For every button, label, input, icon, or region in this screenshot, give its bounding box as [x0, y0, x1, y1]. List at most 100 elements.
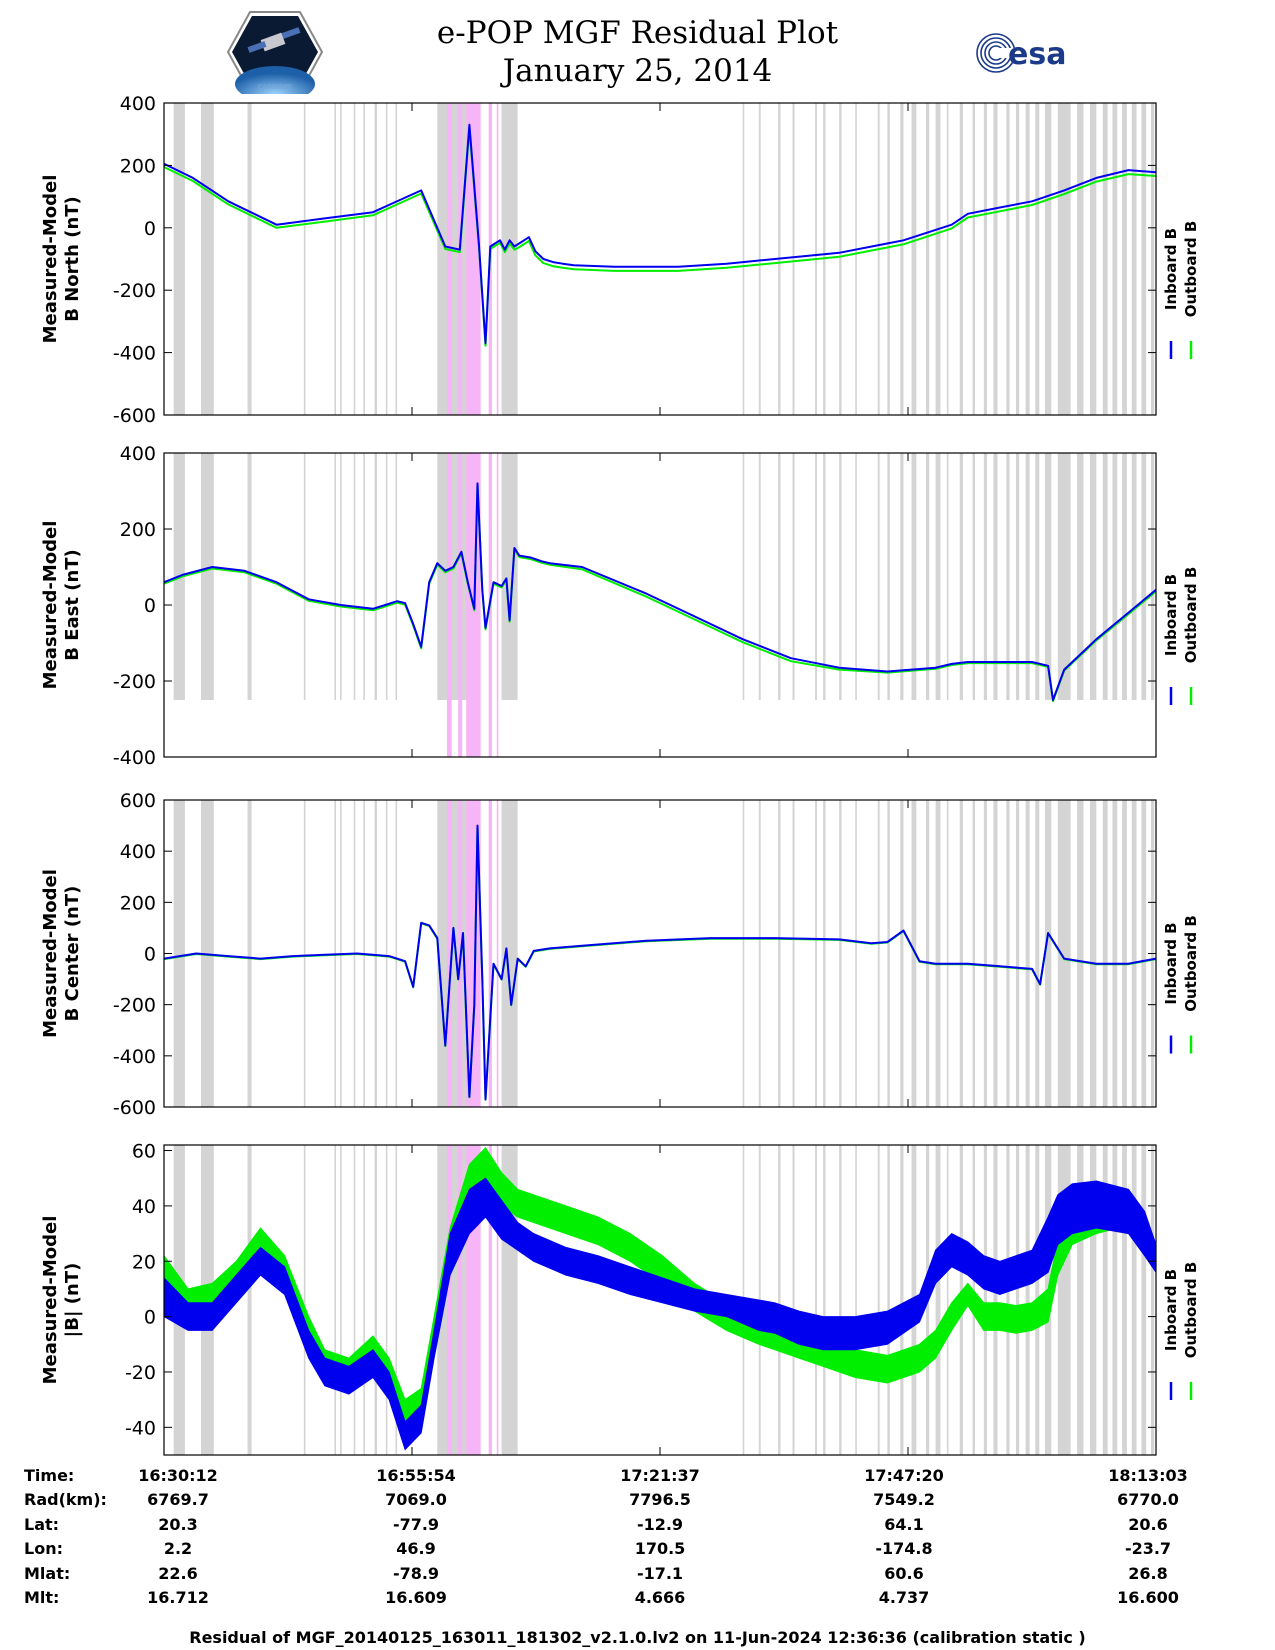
- y-tick-label-3-2: 200: [120, 892, 156, 914]
- cassiope-logo-text: CASSIOPE: [258, 83, 293, 91]
- series-inboard-b: [164, 1177, 1156, 1451]
- y-axis-label-1: Measured-ModelB North (nT): [40, 175, 83, 344]
- info-value-0-4: 22.6: [158, 1563, 198, 1583]
- gray-band-37: [1057, 453, 1071, 700]
- gray-band-13: [742, 453, 745, 700]
- gray-band-41: [1112, 103, 1118, 415]
- gray-band-23: [900, 103, 904, 415]
- gray-band-14: [758, 800, 761, 1107]
- gray-band-44: [1141, 103, 1147, 415]
- gray-band-21: [877, 800, 880, 1107]
- info-value-4-4: 26.8: [1128, 1563, 1168, 1583]
- gray-band-34: [1025, 800, 1030, 1107]
- gray-band-28: [959, 453, 963, 700]
- gray-band-35: [1035, 453, 1040, 700]
- info-value-2-3: 170.5: [634, 1539, 686, 1559]
- gray-band-9: [385, 1145, 388, 1455]
- info-value-4-2: 20.6: [1128, 1514, 1168, 1534]
- info-value-2-0: 17:21:37: [620, 1466, 700, 1485]
- gray-band-15: [778, 800, 781, 1107]
- gray-band-33: [1015, 800, 1020, 1107]
- gray-band-16: [792, 800, 795, 1107]
- gray-band-25: [925, 800, 930, 1107]
- gray-band-23: [900, 800, 904, 1107]
- gray-band-0: [173, 103, 185, 415]
- gray-band-15: [778, 1145, 781, 1455]
- gray-band-17: [815, 800, 817, 1107]
- gray-band-31: [993, 1145, 998, 1455]
- gray-band-15: [778, 453, 781, 700]
- y-tick-label-3-3: 0: [144, 944, 156, 966]
- gray-band-19: [839, 800, 842, 1107]
- gray-band-8: [374, 103, 377, 415]
- y-tick-label-4-0: 60: [132, 1141, 156, 1163]
- gray-band-24: [911, 103, 917, 415]
- gray-band-21: [877, 1145, 880, 1455]
- gray-band-25: [925, 453, 930, 700]
- gray-band-2: [247, 800, 252, 1107]
- info-value-2-4: -17.1: [636, 1563, 684, 1583]
- gray-band-27: [946, 1145, 949, 1455]
- gray-band-37: [1057, 103, 1071, 415]
- gray-band-8: [374, 1145, 377, 1455]
- legend-inboard-label-4: Inboard B: [1162, 1269, 1180, 1351]
- series-inboard-b: [164, 123, 1156, 345]
- info-label-4: Mlat:: [24, 1563, 71, 1583]
- pink-band-2: [466, 103, 481, 415]
- gray-band-5: [340, 453, 342, 700]
- gray-band-3: [303, 1145, 306, 1455]
- legend-outboard-label-1: Outboard B: [1182, 221, 1200, 318]
- info-label-2: Lat:: [24, 1514, 60, 1534]
- info-value-1-2: -77.9: [392, 1514, 440, 1534]
- gray-band-22: [887, 453, 890, 700]
- gray-band-28: [959, 103, 963, 415]
- gray-band-30: [983, 800, 988, 1107]
- gray-band-43: [1131, 453, 1137, 700]
- y-tick-label-4-3: 0: [144, 1307, 156, 1329]
- info-value-3-2: 64.1: [884, 1514, 924, 1534]
- info-value-4-1: 6770.0: [1117, 1490, 1179, 1510]
- gray-band-1: [200, 103, 214, 415]
- gray-band-27: [946, 453, 949, 700]
- info-value-0-0: 16:30:12: [138, 1466, 218, 1485]
- gray-band-1: [200, 453, 214, 700]
- gray-band-26: [935, 800, 941, 1107]
- info-label-0: Time:: [24, 1466, 75, 1485]
- pink-band-4: [496, 1145, 499, 1455]
- y-tick-label-2-2: 0: [144, 595, 156, 617]
- gray-band-26: [935, 453, 941, 700]
- y-tick-label-4-1: 40: [132, 1196, 156, 1218]
- gray-band-10: [395, 103, 398, 415]
- legend-inboard-label-3: Inboard B: [1162, 922, 1180, 1004]
- gray-band-35: [1035, 800, 1040, 1107]
- pink-band-0: [446, 800, 452, 1107]
- info-value-1-1: 7069.0: [385, 1490, 447, 1510]
- gray-band-14: [758, 103, 761, 415]
- gray-band-41: [1112, 1145, 1118, 1455]
- gray-band-34: [1025, 1145, 1030, 1455]
- gray-band-0: [173, 800, 185, 1107]
- gray-band-26: [935, 103, 941, 415]
- gray-band-12: [501, 453, 518, 700]
- info-value-1-3: 46.9: [396, 1539, 436, 1559]
- y-tick-label-1-3: -200: [113, 280, 156, 302]
- gray-band-24: [911, 453, 917, 700]
- panel-4: 60 40 20 0 -20 -40 Measured-Model|B| (nT) Inboa…: [40, 1141, 1200, 1456]
- pink-band-1: [458, 103, 463, 415]
- gray-band-31: [993, 103, 998, 415]
- gray-band-40: [1102, 1145, 1108, 1455]
- gray-band-3: [303, 103, 306, 415]
- gray-band-2: [247, 1145, 252, 1455]
- gray-band-32: [1006, 800, 1010, 1107]
- y-tick-label-3-0: 600: [120, 790, 156, 812]
- cassiope-logo-icon: CASSIOPE: [226, 11, 324, 94]
- gray-band-36: [1044, 453, 1052, 700]
- pink-band-0: [446, 103, 452, 415]
- gray-band-39: [1089, 800, 1097, 1107]
- gray-band-19: [839, 1145, 842, 1455]
- gray-band-23: [900, 453, 904, 700]
- orbit-info-table: Time: Rad(km): Lat: Lon: Mlat: Mlt: 16:30:12 67…: [0, 1466, 1275, 1626]
- gray-band-7: [363, 453, 365, 700]
- gray-band-29: [972, 453, 975, 700]
